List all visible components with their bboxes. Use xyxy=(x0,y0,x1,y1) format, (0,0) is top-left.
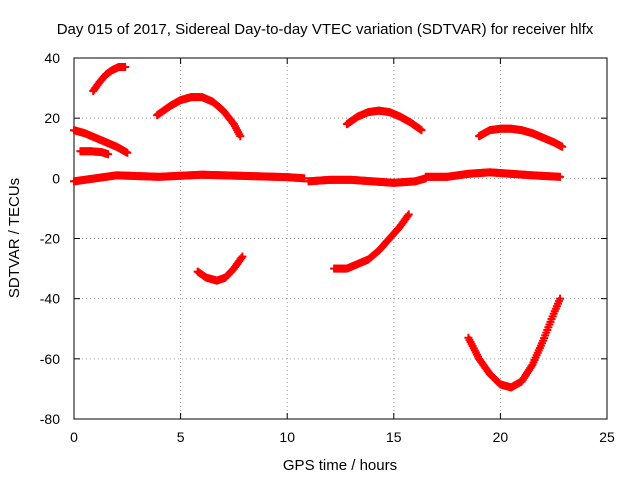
data-point xyxy=(238,252,247,261)
y-tick-label: -20 xyxy=(40,231,60,247)
plot-frame xyxy=(73,57,608,420)
data-point xyxy=(237,254,246,263)
y-tick-label: -60 xyxy=(40,351,60,367)
y-tick-label: -80 xyxy=(40,411,60,427)
data-point xyxy=(404,210,413,219)
grid-lines xyxy=(74,58,607,419)
data-point xyxy=(558,142,567,151)
data-point xyxy=(123,148,132,157)
x-tick-label: 10 xyxy=(279,429,295,445)
y-tick-label: 40 xyxy=(44,50,60,66)
data-point xyxy=(556,294,565,303)
data-point xyxy=(556,172,565,181)
chart-title: Day 015 of 2017, Sidereal Day-to-day VTE… xyxy=(57,21,594,38)
y-tick-label: 0 xyxy=(52,170,60,186)
y-tick-label: -40 xyxy=(40,291,60,307)
x-axis-label: GPS time / hours xyxy=(283,457,397,474)
data-points xyxy=(70,63,567,392)
y-axis-label: SDTVAR / TECUs xyxy=(6,178,23,298)
x-tick-label: 15 xyxy=(386,429,402,445)
y-tick-label: 20 xyxy=(44,110,60,126)
data-point xyxy=(236,132,245,141)
x-tick-label: 5 xyxy=(177,429,185,445)
data-point xyxy=(403,211,412,220)
x-tick-labels: 0 5 10 15 20 25 xyxy=(70,429,615,445)
y-tick-labels: -80 -60 -40 -20 0 20 40 xyxy=(40,50,60,427)
x-tick-label: 25 xyxy=(599,429,615,445)
x-tick-label: 0 xyxy=(70,429,78,445)
data-point xyxy=(300,174,309,183)
axis-ticks xyxy=(73,57,608,420)
data-point xyxy=(104,150,113,159)
data-point xyxy=(417,126,426,135)
x-tick-label: 20 xyxy=(493,429,509,445)
data-point xyxy=(527,362,536,371)
data-point xyxy=(121,63,130,72)
